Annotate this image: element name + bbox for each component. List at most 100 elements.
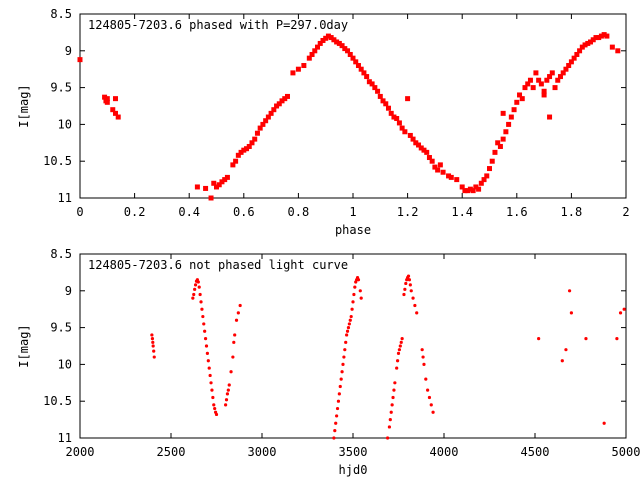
data-point — [339, 377, 343, 381]
data-point — [222, 177, 228, 183]
data-point — [238, 149, 244, 155]
data-point — [343, 348, 347, 352]
data-point — [426, 155, 432, 161]
x-tick-label: 4500 — [521, 445, 550, 459]
data-point — [356, 278, 361, 282]
x-tick-label: 5000 — [612, 445, 640, 459]
data-point — [549, 70, 555, 76]
data-point — [254, 130, 260, 136]
data-point — [396, 120, 402, 126]
data-point — [533, 70, 539, 76]
data-point — [402, 129, 408, 135]
data-point — [537, 337, 541, 341]
data-point — [225, 392, 230, 396]
data-point — [560, 70, 566, 76]
data-point — [446, 173, 452, 179]
data-point — [257, 125, 263, 131]
data-point — [393, 381, 397, 385]
data-point — [435, 167, 441, 173]
data-point — [150, 337, 155, 341]
data-point — [279, 98, 285, 104]
data-point — [601, 32, 607, 38]
data-point — [350, 55, 356, 61]
x-tick-label: 1.8 — [561, 205, 583, 219]
data-point — [317, 40, 323, 46]
data-point — [514, 99, 520, 105]
x-tick-label: 0.2 — [124, 205, 146, 219]
data-point — [263, 118, 269, 124]
data-point — [400, 337, 404, 341]
x-tick-label: 2500 — [157, 445, 186, 459]
data-point — [202, 322, 206, 326]
data-point — [389, 410, 393, 414]
data-point — [508, 114, 514, 120]
data-point — [193, 283, 198, 287]
data-point — [315, 44, 321, 50]
data-point — [527, 77, 533, 83]
data-point — [203, 337, 208, 341]
data-point — [335, 414, 339, 418]
data-point — [312, 48, 318, 54]
data-point — [115, 114, 121, 120]
data-point — [536, 77, 542, 83]
data-point — [110, 107, 116, 113]
data-point — [209, 381, 213, 385]
data-point — [213, 406, 217, 411]
data-point — [432, 164, 438, 170]
data-point — [495, 140, 501, 146]
data-point — [224, 398, 229, 402]
data-point — [336, 40, 342, 46]
data-point — [497, 143, 503, 149]
data-point — [415, 311, 419, 315]
data-point — [284, 93, 290, 99]
data-point — [478, 180, 484, 186]
data-point — [214, 412, 219, 417]
x-tick-label: 0.6 — [233, 205, 255, 219]
data-point — [500, 110, 506, 116]
data-point — [200, 307, 204, 311]
data-point — [112, 96, 118, 102]
data-point — [392, 388, 396, 392]
y-tick-label: 9.5 — [50, 321, 72, 335]
data-point — [341, 362, 345, 366]
data-point — [476, 186, 482, 192]
data-point — [375, 88, 381, 94]
y-axis-label: I[mag] — [17, 84, 31, 127]
data-point — [211, 180, 217, 186]
data-point — [538, 81, 544, 87]
data-point — [492, 149, 498, 155]
data-point — [609, 44, 615, 50]
data-point — [203, 329, 207, 333]
data-point — [429, 403, 433, 407]
x-tick-label: 0.4 — [178, 205, 200, 219]
data-point — [440, 169, 446, 175]
data-point — [602, 421, 606, 425]
plot-frame — [79, 13, 627, 199]
data-point — [205, 351, 209, 355]
data-point — [210, 388, 214, 392]
data-points — [150, 274, 626, 440]
data-point — [309, 51, 315, 57]
chart-title: 124805-7203.6 phased with P=297.0day — [88, 18, 348, 32]
data-point — [593, 35, 599, 41]
data-point — [112, 110, 118, 116]
x-tick-label: 1.6 — [506, 205, 528, 219]
data-point — [503, 129, 509, 135]
data-point — [192, 292, 196, 297]
data-point — [104, 96, 110, 102]
data-point — [282, 96, 288, 102]
data-point — [338, 384, 342, 389]
data-point — [407, 132, 413, 138]
data-point — [334, 421, 338, 425]
data-point — [388, 110, 394, 116]
data-point — [104, 99, 110, 105]
data-point — [364, 74, 370, 80]
y-tick-label: 11 — [58, 431, 72, 445]
data-point — [345, 48, 351, 54]
data-point — [481, 177, 487, 183]
chart-title: 124805-7203.6 not phased light curve — [88, 258, 348, 272]
data-point — [198, 292, 202, 297]
data-point — [403, 287, 407, 291]
data-point — [206, 359, 210, 363]
data-point — [391, 114, 397, 120]
